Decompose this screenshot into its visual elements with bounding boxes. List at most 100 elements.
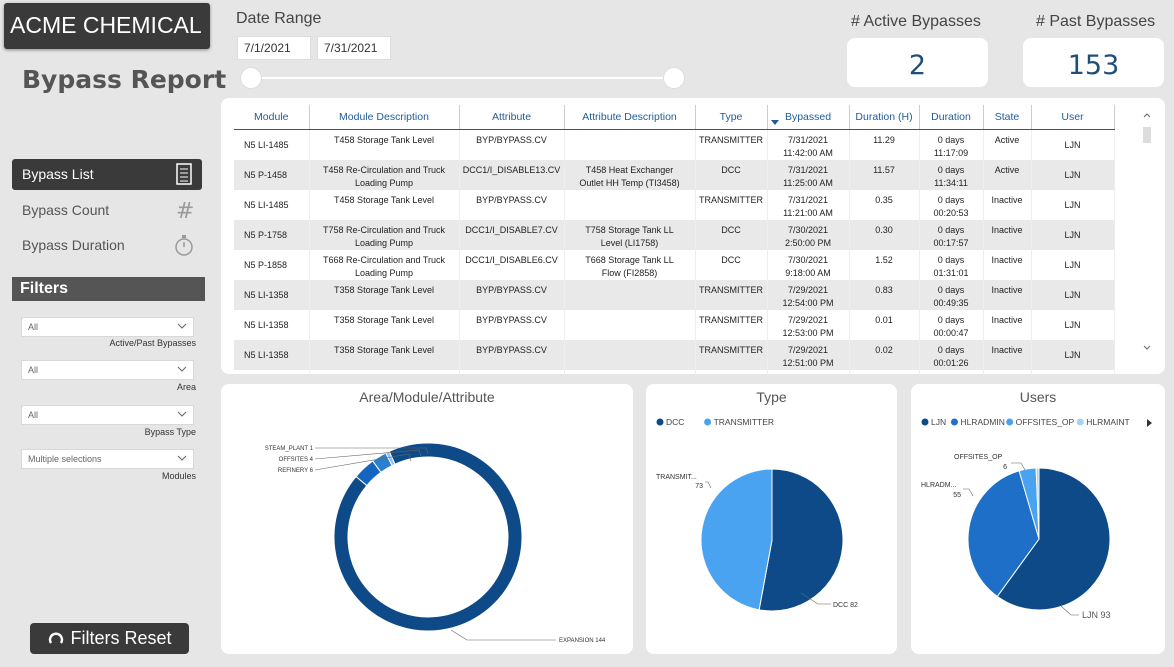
area-donut-chart[interactable]: STEAM_PLANT 1 OFFSITES 4 REFINERY 6 EXPANSI… xyxy=(221,384,633,654)
column-header[interactable]: User xyxy=(1031,105,1115,130)
table-row[interactable]: N5 LI-1358 T358 Storage Tank Level BYP/BYP… xyxy=(234,339,1115,370)
data-label: HLRADM... xyxy=(921,482,956,489)
active-past-dropdown[interactable]: All xyxy=(21,317,194,337)
sort-desc-icon xyxy=(770,119,779,125)
table-cell: 7/31/2021 11:25:00 AM xyxy=(767,159,850,190)
table-cell: Inactive xyxy=(983,189,1032,220)
table-row[interactable]: N5 LI-1485 T458 Storage Tank Level BYP/BYP… xyxy=(234,129,1115,160)
table-cell: T668 Storage Tank LL Flow (FI2858) xyxy=(564,249,696,280)
leader-line xyxy=(314,449,422,460)
legend-marker xyxy=(656,418,664,426)
table-cell: 0 days 00:20:53 xyxy=(919,189,984,220)
table-row[interactable]: N5 LI-1485 T458 Storage Tank Level BYP/BYP… xyxy=(234,189,1115,220)
table-cell: DCC1/I_DISABLE6.CV xyxy=(459,249,565,280)
column-header[interactable]: Bypassed xyxy=(767,105,850,130)
table-cell: 7/29/2021 12:51:00 PM xyxy=(767,339,850,370)
table-row[interactable]: N5 LI-1358 T358 Storage Tank Level BYP/BYP… xyxy=(234,279,1115,310)
table-cell: T668 Re-Circulation and Truck Loading Pum… xyxy=(309,249,460,280)
nav-label: Bypass Duration xyxy=(22,237,125,253)
stopwatch-icon xyxy=(175,235,193,256)
column-header[interactable]: Attribute xyxy=(459,105,565,130)
table-cell: Inactive xyxy=(983,369,1032,374)
column-header[interactable]: Type xyxy=(695,105,768,130)
table-row[interactable]: N5 LI-1358 T358 Storage Tank Level BYP/BYP… xyxy=(234,309,1115,340)
start-date-input[interactable]: 7/1/2021 xyxy=(237,36,311,60)
nav-bypass-list[interactable]: Bypass List xyxy=(12,159,202,190)
table-cell: Active xyxy=(983,159,1032,190)
table-cell: LJN xyxy=(1031,279,1115,310)
column-header[interactable]: Duration xyxy=(919,105,984,130)
data-label: OFFSITES 4 xyxy=(279,457,314,463)
table-cell: 7/29/2021 12:54:00 PM xyxy=(767,279,850,310)
table-cell: BYP/BYPASS.CV xyxy=(459,189,565,220)
table-cell: N5 P-1758 xyxy=(234,219,310,250)
date-slider-track[interactable] xyxy=(251,77,674,79)
nav-bypass-count[interactable]: Bypass Count # xyxy=(12,195,202,226)
dropdown-value: All xyxy=(28,410,39,420)
table-cell: 1.52 xyxy=(849,249,920,280)
table-cell: 7/31/2021 11:21:00 AM xyxy=(767,189,850,220)
table-cell: T358 Storage Tank Level xyxy=(309,309,460,340)
column-header[interactable]: Attribute Description xyxy=(564,105,696,130)
date-range-label: Date Range xyxy=(236,10,322,27)
bypass-type-dropdown[interactable]: All xyxy=(21,405,194,425)
users-pie-chart[interactable]: LJN HLRADMIN OFFSITES_OP HLRMAINT LJN 93 HLRA… xyxy=(911,384,1165,654)
chevron-down-icon xyxy=(177,366,187,372)
chevron-down-icon xyxy=(177,455,187,461)
table-cell: TRANSMITTER xyxy=(695,309,768,340)
filters-header: Filters xyxy=(12,277,205,301)
table-cell: 0.83 xyxy=(849,279,920,310)
brand-logo: ACME CHEMICAL xyxy=(4,3,210,49)
table-cell: 7/29/2021 12:53:00 PM xyxy=(767,309,850,340)
nav-bypass-duration[interactable]: Bypass Duration xyxy=(12,230,202,261)
table-cell: T358 Storage Tank Level xyxy=(309,279,460,310)
table-cell: BYP/BYPASS.CV xyxy=(459,279,565,310)
table-cell: LJN xyxy=(1031,189,1115,220)
table-cell: DCC xyxy=(695,219,768,250)
table-cell: N5 LI-1358 xyxy=(234,309,310,340)
chart-title: Users xyxy=(1019,389,1057,405)
column-header[interactable]: State xyxy=(983,105,1032,130)
legend-label: LJN xyxy=(931,417,946,427)
table-cell: N5 LI-1485 xyxy=(234,129,310,160)
legend-next-icon xyxy=(1147,419,1152,427)
table-cell: Active xyxy=(983,129,1032,160)
legend-label: HLRADMIN xyxy=(960,417,1004,427)
pie-slice-dcc xyxy=(758,468,844,612)
hash-icon: # xyxy=(176,199,194,222)
bypass-table: Module Module Description Attribute Attribu… xyxy=(234,105,1115,374)
date-slider-end-handle[interactable] xyxy=(663,67,685,89)
nav-label: Bypass Count xyxy=(22,202,110,218)
table-cell: LJN xyxy=(1031,309,1115,340)
table-cell: N5 P-1758 xyxy=(234,369,310,374)
table-row[interactable]: N5 P-1858 T668 Re-Circulation and Truck Lo… xyxy=(234,249,1115,280)
table-scrollbar[interactable] xyxy=(1141,111,1153,361)
table-cell: 0 days 00:17:57 xyxy=(919,219,984,250)
end-date-input[interactable]: 7/31/2021 xyxy=(317,36,391,60)
table-cell: TRANSMITTER xyxy=(695,339,768,370)
type-pie-chart[interactable]: DCC TRANSMITTER DCC 82 TRANSMIT... 73 xyxy=(646,384,897,654)
table-cell xyxy=(564,309,696,340)
column-header[interactable]: Duration (H) xyxy=(849,105,920,130)
table-cell: DCC xyxy=(695,159,768,190)
filters-reset-button[interactable]: Filters Reset xyxy=(30,623,189,654)
legend-marker xyxy=(921,418,929,426)
table-cell: T458 Storage Tank Level xyxy=(309,189,460,220)
modules-dropdown[interactable]: Multiple selections xyxy=(21,449,194,469)
date-slider-start-handle[interactable] xyxy=(240,67,262,89)
column-header[interactable]: Module Description xyxy=(309,105,460,130)
reset-icon xyxy=(49,632,64,644)
table-cell: T758 Storage Tank LL Level (LI1758) xyxy=(564,219,696,250)
table-cell: 0 days xyxy=(919,369,984,374)
table-cell: BYP/BYPASS.CV xyxy=(459,129,565,160)
leader-line xyxy=(450,629,556,641)
table-cell: LJN xyxy=(1031,249,1115,280)
column-header[interactable]: Module xyxy=(234,105,310,130)
legend-marker xyxy=(1076,418,1084,426)
area-dropdown[interactable]: All xyxy=(21,360,194,380)
table-row[interactable]: N5 P-1758 T758 Re-Circulation and Truck Lo… xyxy=(234,219,1115,250)
table-cell: T358 Storage Tank Level xyxy=(309,339,460,370)
table-row[interactable]: N5 P-1458 T458 Re-Circulation and Truck Lo… xyxy=(234,159,1115,190)
table-cell: N5 LI-1358 xyxy=(234,279,310,310)
